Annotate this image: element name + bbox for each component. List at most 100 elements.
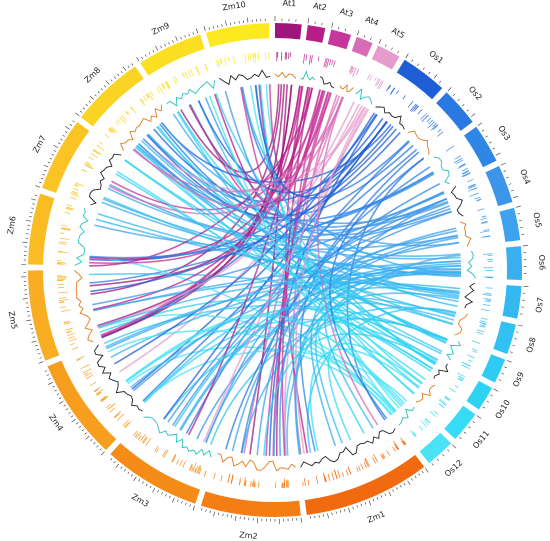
gene-marker — [85, 162, 92, 167]
scale-tick — [357, 30, 360, 36]
scale-tick — [142, 481, 144, 484]
scale-tick — [185, 502, 187, 506]
synteny-link — [108, 95, 341, 215]
scale-tick — [160, 45, 162, 49]
gene-marker — [417, 108, 423, 115]
gene-marker — [104, 133, 110, 139]
scale-tick — [222, 513, 224, 517]
gene-marker — [145, 94, 150, 99]
gene-marker — [75, 182, 85, 187]
gene-marker — [82, 368, 92, 374]
gene-marker — [486, 294, 492, 296]
scale-tick — [172, 497, 175, 503]
gene-marker — [476, 331, 484, 335]
gene-marker — [69, 196, 77, 200]
gene-marker — [449, 387, 456, 393]
gene-marker — [155, 448, 159, 453]
gene-marker — [192, 462, 197, 473]
synteny-link — [231, 236, 459, 452]
gene-marker — [66, 206, 75, 210]
gene-marker — [220, 58, 223, 65]
chromosome-at1 — [275, 23, 302, 40]
gene-marker — [360, 463, 364, 470]
scale-tick — [212, 26, 215, 29]
gene-marker — [252, 479, 255, 487]
gene-marker — [412, 431, 417, 437]
gene-marker — [468, 359, 473, 363]
gene-marker — [115, 121, 120, 126]
scale-tick — [155, 45, 159, 51]
scale-tick-ring — [21, 16, 529, 524]
gene-marker — [146, 93, 151, 99]
gene-marker — [59, 301, 64, 304]
gene-marker — [315, 475, 319, 484]
density-line — [93, 344, 143, 412]
chromosome-label-at2: At2 — [312, 1, 327, 12]
density-line — [218, 69, 271, 86]
gene-marker — [60, 309, 71, 313]
gene-marker-track — [57, 52, 494, 489]
chromosome-zm2 — [200, 491, 301, 517]
gene-marker — [172, 77, 177, 85]
scale-tick — [96, 445, 99, 448]
gene-marker — [380, 454, 384, 460]
scale-tick — [136, 56, 140, 62]
gene-marker — [182, 460, 187, 468]
scale-tick — [372, 498, 375, 502]
gene-marker — [165, 81, 171, 89]
density-line — [319, 76, 335, 89]
gene-marker — [381, 454, 385, 459]
gene-marker — [140, 98, 145, 103]
gene-marker — [483, 297, 492, 300]
gene-marker — [480, 324, 486, 327]
gene-marker — [345, 469, 349, 476]
scale-tick — [218, 512, 220, 516]
scale-tick — [442, 454, 445, 457]
gene-marker — [467, 183, 476, 188]
gene-marker — [305, 54, 308, 61]
gene-marker — [58, 291, 68, 294]
gene-marker — [438, 399, 447, 406]
density-line — [274, 71, 297, 79]
chromosome-zm10 — [205, 23, 270, 48]
scale-tick — [356, 505, 358, 508]
scale-tick — [396, 487, 398, 490]
scale-tick — [94, 94, 97, 97]
gene-marker — [478, 321, 487, 325]
gene-marker — [324, 476, 327, 482]
gene-marker — [114, 412, 121, 419]
gene-marker — [402, 440, 406, 445]
synteny-link — [249, 84, 288, 455]
gene-marker — [243, 476, 246, 486]
gene-marker — [461, 169, 470, 175]
gene-marker — [463, 172, 471, 177]
scale-tick — [489, 141, 492, 144]
gene-marker — [110, 126, 118, 133]
gene-marker — [482, 304, 491, 307]
gene-marker — [219, 58, 222, 65]
scale-tick — [39, 182, 42, 184]
scale-tick — [29, 216, 32, 218]
synteny-links-layer — [88, 83, 462, 457]
scale-tick — [472, 420, 476, 423]
scale-tick — [495, 152, 501, 156]
gene-marker — [244, 480, 247, 487]
scale-tick — [498, 379, 502, 381]
synteny-link — [133, 96, 344, 208]
gene-marker — [65, 207, 73, 211]
chromosome-os8 — [493, 321, 516, 355]
gene-marker — [71, 191, 78, 195]
scale-tick — [510, 351, 513, 353]
gene-marker — [244, 54, 247, 64]
gene-marker — [227, 474, 231, 483]
scale-tick — [463, 431, 467, 434]
gene-marker — [352, 67, 357, 77]
density-line — [375, 106, 405, 130]
gene-marker — [324, 58, 328, 67]
scale-tick — [65, 126, 70, 130]
scale-tick — [504, 366, 507, 369]
gene-marker — [351, 66, 355, 74]
density-line — [88, 153, 122, 206]
scale-tick — [348, 507, 351, 513]
